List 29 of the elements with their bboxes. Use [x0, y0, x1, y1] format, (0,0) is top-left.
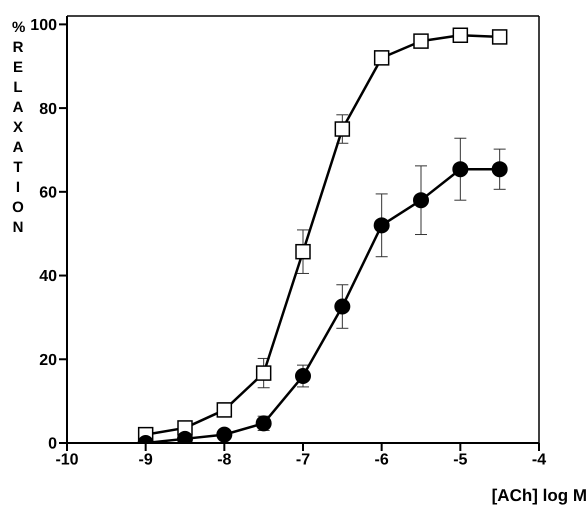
x-tick-label: -7 — [296, 451, 310, 468]
point — [334, 298, 350, 315]
point — [492, 29, 508, 45]
point — [216, 426, 232, 443]
point — [413, 192, 429, 208]
y-tick-label: 40 — [39, 268, 58, 286]
y-tick-label: 20 — [39, 352, 58, 369]
point — [374, 50, 390, 66]
x-axis-title: [ACh] log M — [492, 486, 587, 506]
x-tick-label: -10 — [55, 451, 79, 468]
y-tick-label: 60 — [39, 184, 58, 202]
point — [452, 161, 468, 178]
point — [374, 217, 390, 234]
x-tick-label: -6 — [374, 451, 389, 468]
x-tick-label: -4 — [532, 451, 546, 468]
y-tick-label: 80 — [39, 100, 58, 118]
point — [492, 161, 508, 178]
x-tick-label: -5 — [453, 451, 468, 468]
point — [295, 244, 311, 260]
text: % RELAXATION — [12, 19, 26, 236]
y-tick-label: 100 — [30, 17, 58, 34]
y-tick-label: 0 — [48, 436, 58, 453]
point — [413, 33, 429, 49]
x-tick-label: -9 — [138, 451, 153, 468]
point — [334, 121, 350, 137]
x-tick-label: -8 — [217, 451, 232, 468]
point — [295, 368, 311, 384]
point — [256, 365, 272, 381]
point — [452, 28, 468, 44]
